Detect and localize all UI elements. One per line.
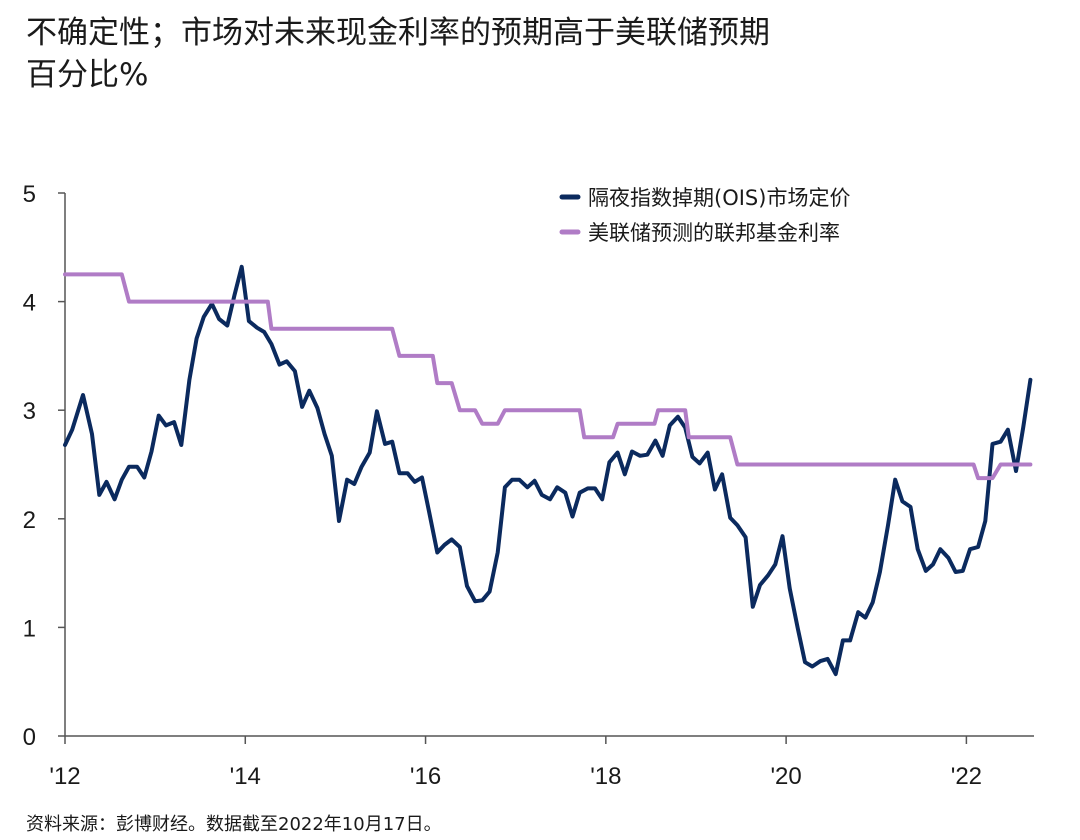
x-tick-label: '12 [49, 763, 80, 790]
y-tick-label: 5 [23, 181, 36, 208]
chart-subtitle: 百分比% [26, 57, 149, 93]
y-tick-label: 2 [23, 507, 36, 534]
y-tick-label: 0 [23, 724, 36, 751]
chart-title: 不确定性；市场对未来现金利率的预期高于美联储预期 [26, 15, 770, 51]
line-chart: 0 1 2 3 4 5 '12 '14 '16 '18 '20 '22 隔夜指数掉期(OIS)市场定价… [23, 181, 1034, 790]
chart-series-lines [63, 264, 1033, 677]
x-tick-label: '16 [410, 763, 441, 790]
x-tick-label: '20 [770, 763, 801, 790]
chart-ticks: 0 1 2 3 4 5 '12 '14 '16 '18 '20 '22 [23, 181, 982, 790]
chart-axes [64, 193, 1034, 737]
y-tick-label: 3 [23, 398, 36, 425]
source-note: 资料来源：彭博财经。数据截至2022年10月17日。 [26, 814, 442, 835]
x-tick-label: '18 [590, 763, 621, 790]
legend-label: 美联储预测的联邦基金利率 [588, 221, 840, 245]
x-tick-label: '14 [230, 763, 261, 790]
y-tick-label: 1 [23, 615, 36, 642]
legend-label: 隔夜指数掉期(OIS)市场定价 [588, 186, 850, 210]
x-tick-label: '22 [951, 763, 982, 790]
series-line-ois [63, 264, 1033, 677]
y-tick-label: 4 [23, 290, 36, 317]
series-line-fed-funds [63, 272, 1033, 481]
